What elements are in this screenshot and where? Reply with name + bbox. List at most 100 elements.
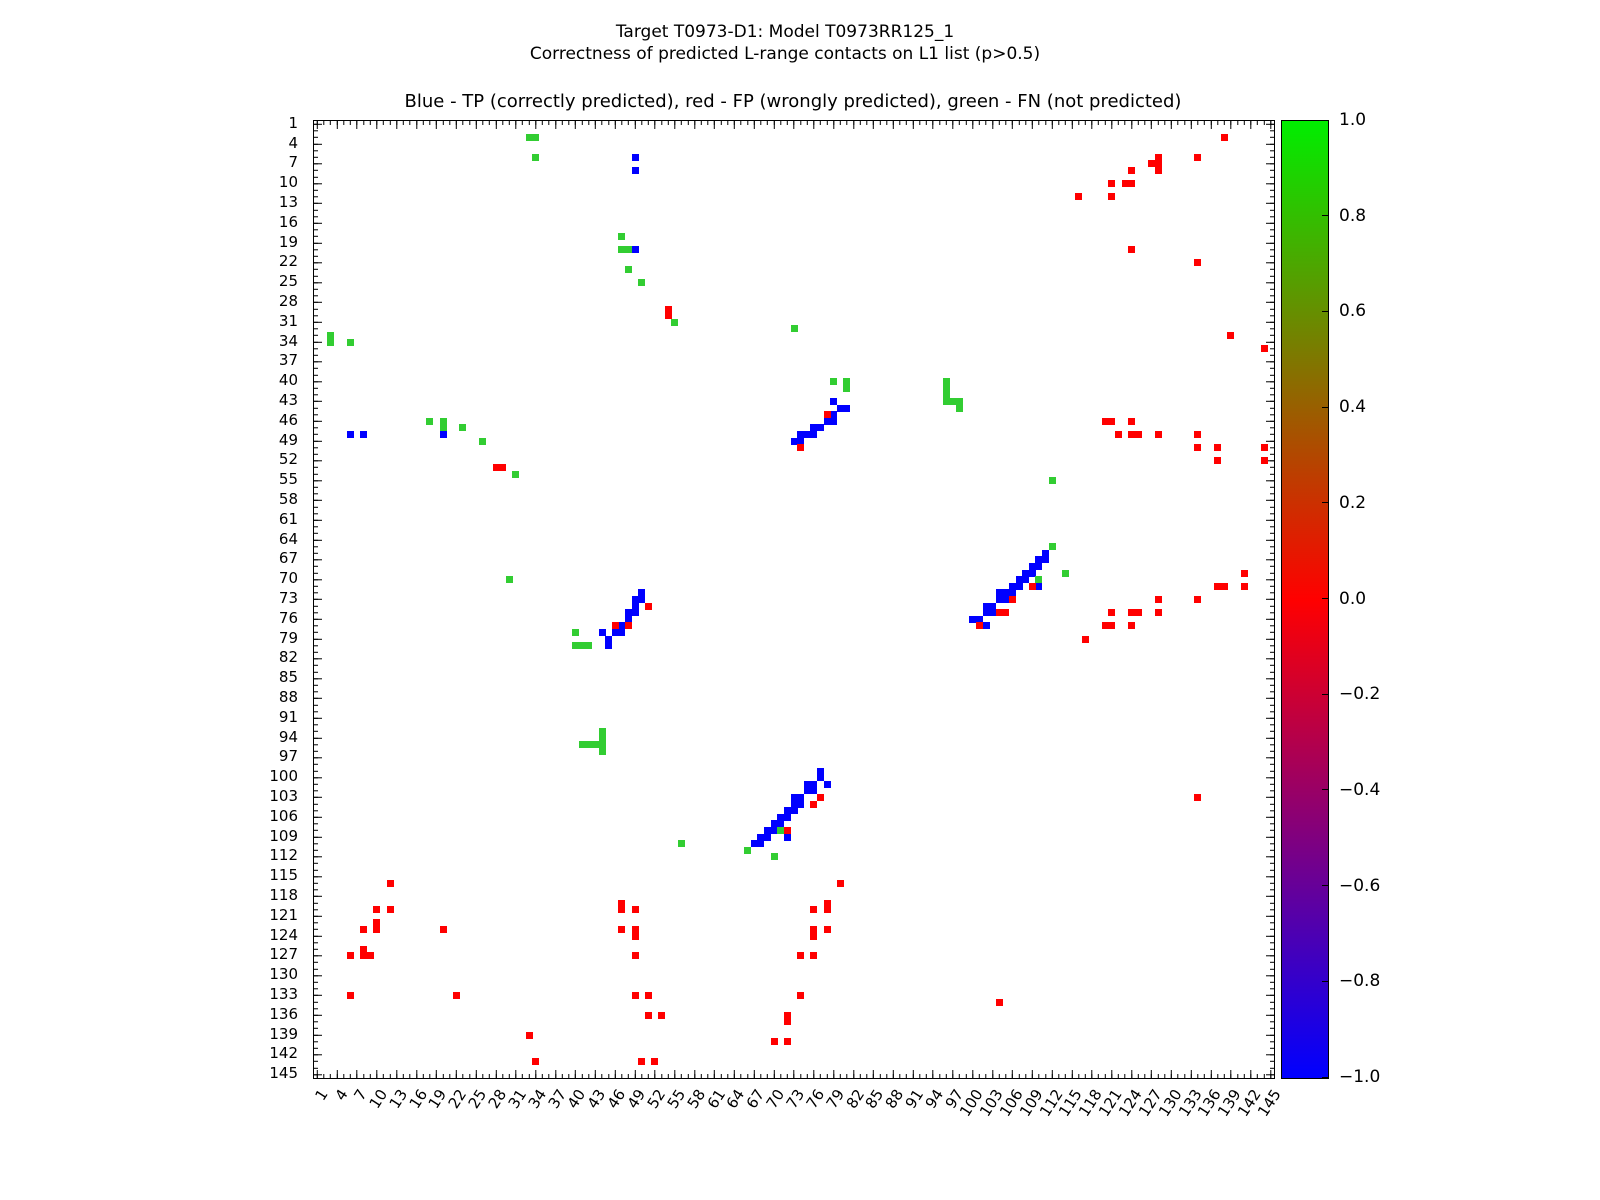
fp-cell [360,952,368,960]
fp-cell [810,906,818,914]
colorbar-tick [1322,119,1328,121]
tp-cell [783,813,791,821]
y-tick-label: 49 [278,430,298,449]
fp-cell [797,992,805,999]
fn-cell [598,734,606,742]
fp-cell [1154,609,1162,617]
fn-cell [942,391,950,399]
y-tick-label: 97 [278,747,298,766]
fp-cell [1194,444,1202,452]
tp-cell [1035,582,1043,590]
y-tick-label: 13 [278,193,298,211]
y-tick-label: 37 [278,351,298,370]
y-tick-label: 19 [278,232,298,251]
colorbar-tick [1322,215,1328,217]
y-tick-label: 133 [269,985,298,1003]
y-tick-label: 16 [278,212,298,231]
fn-cell [585,741,593,749]
fp-cell [644,992,652,999]
y-tick-label: 43 [278,391,298,409]
tp-cell [1015,582,1023,590]
fp-cell [658,1011,666,1019]
fp-cell [1194,596,1202,603]
tp-cell [1042,549,1050,557]
figure-title: Target T0973-D1: Model T0973RR125_1 [615,22,955,42]
y-tick-label: 121 [269,905,298,924]
y-tick-label: 28 [278,292,298,310]
tp-cell [790,794,798,801]
y-tick-label: 106 [269,806,298,825]
colorbar-tick-label: 0.2 [1339,492,1367,513]
fp-cell [1194,431,1202,438]
fp-cell [1154,167,1162,174]
y-tick-label: 52 [278,450,298,469]
fn-cell [830,378,838,386]
tp-cell [777,820,785,828]
tp-cell [757,833,765,841]
tp-cell [618,622,626,630]
tp-cell [989,609,997,617]
y-tick-label: 58 [278,490,298,508]
colorbar-tick-label: −0.6 [1339,875,1381,896]
fn-cell [572,642,580,650]
fp-cell [532,1058,540,1065]
fp-cell [823,899,831,907]
y-tick-label: 55 [278,470,298,489]
fp-cell [783,1011,791,1019]
fn-cell [790,325,798,333]
fp-cell [386,906,394,914]
fn-cell [585,642,593,650]
fp-cell [439,926,447,933]
colorbar-tick-label: −0.8 [1339,971,1381,992]
tp-cell [638,596,646,603]
tp-cell [995,589,1003,597]
fn-cell [459,424,467,432]
y-tick-label: 70 [278,569,298,588]
fn-cell [671,318,679,326]
fp-cell [1134,431,1142,438]
x-tick-label: 4 [331,1086,352,1104]
y-tick-label: 61 [278,509,298,528]
tp-cell [836,404,844,412]
fp-cell [631,926,639,933]
tp-cell [810,787,818,795]
fp-cell [1240,569,1248,577]
fn-cell [618,246,626,254]
y-tick-label: 34 [278,331,298,350]
fp-cell [1081,635,1089,643]
fp-cell [611,622,619,630]
fp-cell [783,1038,791,1046]
fn-cell [578,741,586,749]
fp-cell [995,998,1003,1006]
y-axis-minor-ticks-left [314,121,318,1078]
tp-cell [803,431,811,438]
fp-cell [492,464,500,471]
colorbar-tick [1322,502,1328,504]
y-tick-label: 73 [278,589,298,607]
fn-cell [505,576,513,584]
fp-cell [1114,431,1122,438]
fp-cell [346,952,354,960]
tp-cell [1042,556,1050,564]
y-tick-label: 85 [278,668,298,687]
colorbar-tick-label: 0.6 [1339,301,1367,322]
fn-cell [942,384,950,392]
fp-cell [644,602,652,610]
fn-cell [624,266,632,273]
tp-cell [810,431,818,438]
y-tick-label: 40 [278,371,298,390]
y-tick-label: 22 [278,252,298,271]
tp-cell [750,840,758,848]
fp-cell [1108,180,1116,188]
fp-cell [797,444,805,452]
fp-cell [1128,417,1136,425]
fp-cell [1260,345,1268,353]
colorbar-tick-label: 1.0 [1339,110,1367,130]
fp-cell [1154,431,1162,438]
fp-cell [823,411,831,419]
fn-cell [677,840,685,848]
colorbar-tick [1322,406,1328,408]
fp-cell [1128,167,1136,174]
fn-cell [949,398,957,405]
plot-area [313,120,1275,1079]
